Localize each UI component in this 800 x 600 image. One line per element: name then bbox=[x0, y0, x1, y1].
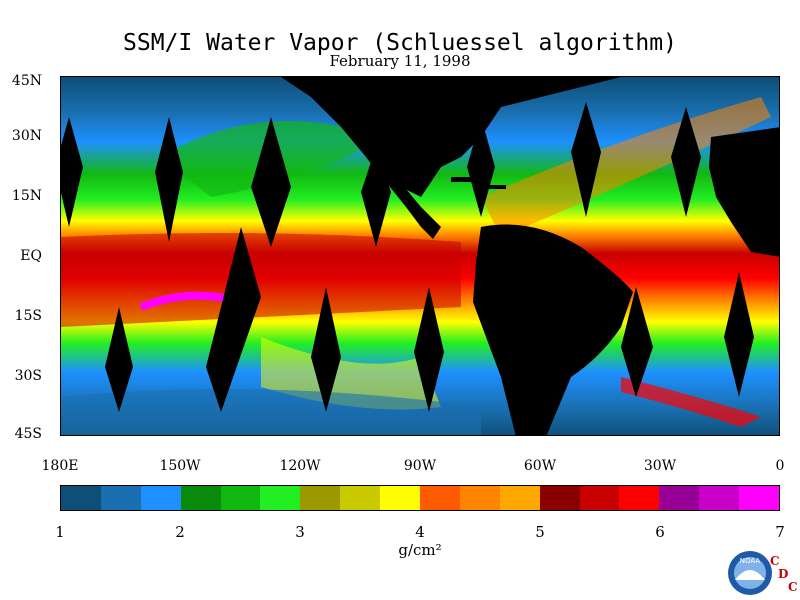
colorbar-swatch bbox=[699, 486, 740, 510]
colorbar-swatch bbox=[619, 486, 660, 510]
lon-label-0: 0 bbox=[775, 458, 785, 474]
lat-label-30s: 30S bbox=[14, 368, 42, 384]
lon-label-180e: 180E bbox=[41, 458, 79, 474]
lat-label-30n: 30N bbox=[11, 128, 42, 144]
cdc-letter-c1: C bbox=[770, 554, 780, 568]
water-vapor-field bbox=[61, 77, 779, 435]
colorbar-swatch bbox=[340, 486, 381, 510]
lon-label-90w: 90W bbox=[403, 458, 437, 474]
colorbar-swatch bbox=[459, 486, 500, 510]
lat-label-45n: 45N bbox=[11, 73, 42, 89]
lon-label-60w: 60W bbox=[523, 458, 557, 474]
colorbar-swatch bbox=[300, 486, 341, 510]
colorbar-tick-3: 3 bbox=[295, 523, 305, 541]
lon-label-150w: 150W bbox=[159, 458, 201, 474]
lon-label-120w: 120W bbox=[279, 458, 321, 474]
colorbar-swatch bbox=[539, 486, 580, 510]
cdc-letter-d: D bbox=[778, 567, 789, 581]
colorbar-swatch bbox=[420, 486, 460, 510]
colorbar-swatch bbox=[499, 486, 540, 510]
colorbar-swatch bbox=[220, 486, 261, 510]
map-date: February 11, 1998 bbox=[329, 52, 471, 70]
water-vapor-map bbox=[60, 76, 780, 436]
lat-label-15s: 15S bbox=[14, 308, 42, 324]
colorbar-swatch bbox=[140, 486, 181, 510]
colorbar-tick-5: 5 bbox=[535, 523, 545, 541]
colorbar-swatch bbox=[659, 486, 700, 510]
colorbar-tick-4: 4 bbox=[415, 523, 425, 541]
colorbar-tick-1: 1 bbox=[55, 523, 65, 541]
colorbar-tick-7: 7 bbox=[775, 523, 785, 541]
colorbar-swatch bbox=[739, 486, 780, 510]
colorbar-swatch bbox=[260, 486, 301, 510]
lat-label-15n: 15N bbox=[11, 188, 42, 204]
colorbar-units: g/cm² bbox=[398, 541, 442, 559]
colorbar-swatch bbox=[100, 486, 141, 510]
colorbar-swatch bbox=[61, 486, 101, 510]
colorbar bbox=[60, 485, 780, 511]
colorbar-swatch bbox=[579, 486, 620, 510]
colorbar-swatch bbox=[380, 486, 421, 510]
lon-label-30w: 30W bbox=[643, 458, 677, 474]
cdc-letter-c2: C bbox=[788, 580, 798, 594]
colorbar-tick-2: 2 bbox=[175, 523, 185, 541]
noaa-logo-icon: NOAA bbox=[727, 550, 773, 596]
lat-label-45s: 45S bbox=[14, 426, 42, 442]
lat-label-eq: EQ bbox=[20, 248, 42, 264]
noaa-logo-text: NOAA bbox=[740, 557, 761, 565]
colorbar-swatch bbox=[180, 486, 221, 510]
colorbar-tick-6: 6 bbox=[655, 523, 665, 541]
map-title: SSM/I Water Vapor (Schluessel algorithm) bbox=[123, 30, 677, 56]
